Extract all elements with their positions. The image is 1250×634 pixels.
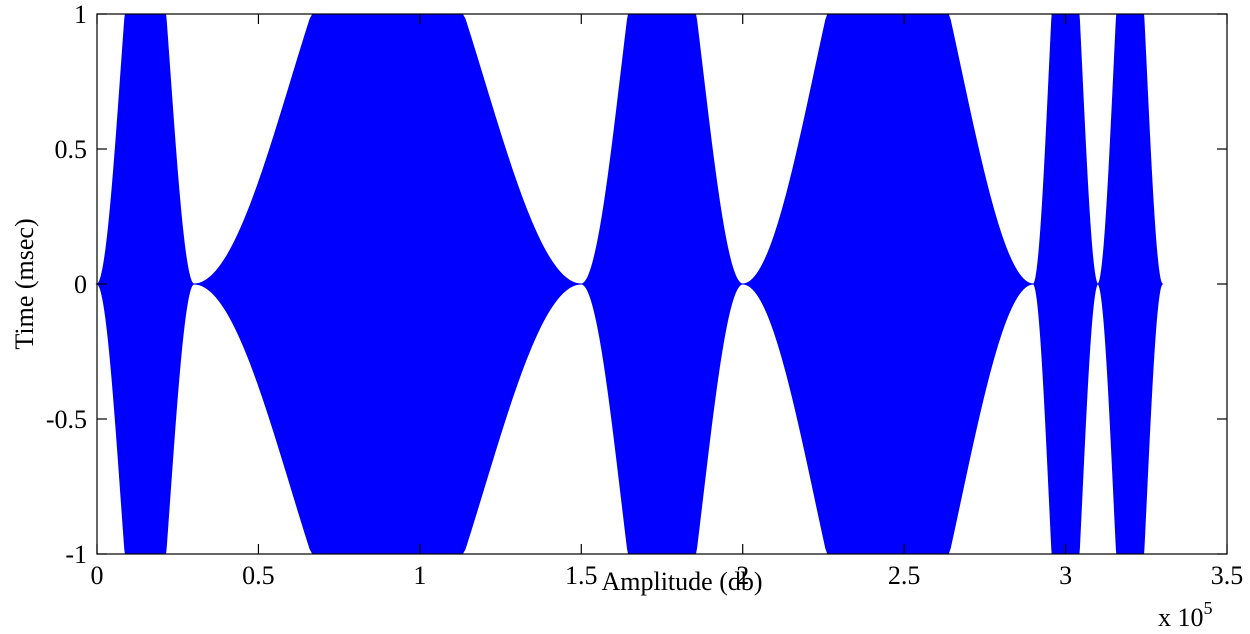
x-axis-exponent: x 105 xyxy=(1158,598,1213,632)
y-tick-label: -1 xyxy=(65,540,87,569)
x-tick-label: 2 xyxy=(736,561,749,590)
y-tick-label: 0 xyxy=(74,270,87,299)
ticks-layer xyxy=(96,13,1228,555)
x-tick-label: 3 xyxy=(1059,561,1072,590)
x-tick-label: 1 xyxy=(413,561,426,590)
y-tick-label: 0.5 xyxy=(55,135,88,164)
x-tick-label: 1.5 xyxy=(565,561,598,590)
x-axis-exponent-base: x 10 xyxy=(1158,603,1204,632)
series-layer xyxy=(95,13,1164,555)
x-tick-label: 0 xyxy=(91,561,104,590)
x-axis-exponent-power: 5 xyxy=(1204,598,1213,618)
y-axis-label: Time (msec) xyxy=(10,218,39,349)
x-tick-label: 3.5 xyxy=(1211,561,1244,590)
x-tick-label: 0.5 xyxy=(242,561,275,590)
x-axis-label: Amplitude (db) xyxy=(601,567,762,596)
tick-labels-layer: 0 0.5 1 1.5 2 2.5 3 3.5 -1 -0.5 0 0.5 1 xyxy=(46,0,1243,590)
y-tick-label: -0.5 xyxy=(46,405,87,434)
x-tick-label: 2.5 xyxy=(888,561,921,590)
y-tick-label: 1 xyxy=(74,0,87,29)
